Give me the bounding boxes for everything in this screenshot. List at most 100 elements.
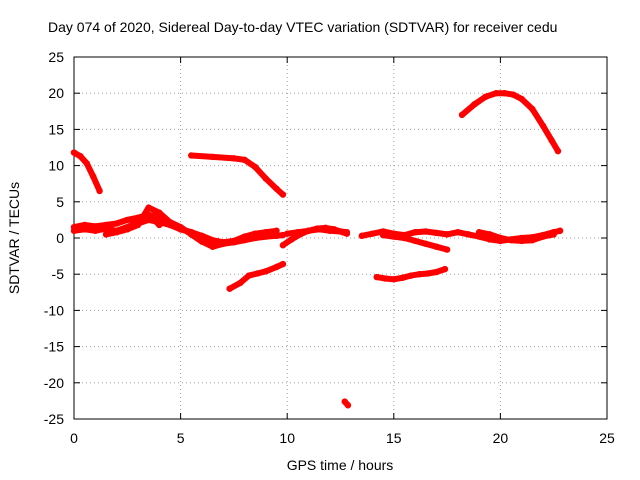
data-point [315,226,323,233]
y-tick-label: -5 [52,266,65,282]
y-tick-label: -25 [44,411,64,427]
x-axis-label: GPS time / hours [287,457,394,473]
data-point [379,231,387,239]
data-point [245,272,253,279]
data-point [507,236,515,244]
data-point [373,273,380,281]
data-point [77,152,84,160]
data-point [486,231,493,238]
data-point [273,185,280,192]
data-point [147,213,154,220]
data-point [390,233,397,240]
data-point [284,230,291,237]
data-point [241,156,248,164]
data-point [539,122,547,129]
data-point [343,229,351,236]
data-point [433,268,440,276]
data-point [230,237,238,245]
data-point [369,230,376,237]
data-point [92,227,99,234]
y-tick-label: 5 [56,194,64,210]
data-point [113,227,120,234]
data-point [209,243,216,250]
data-point [226,285,233,292]
data-point [399,274,406,282]
data-point [548,137,555,144]
data-point [83,160,90,167]
data-point [262,229,270,236]
data-point [156,209,163,216]
chart-title: Day 074 of 2020, Sidereal Day-to-day VTE… [48,19,557,35]
data-point [209,236,216,244]
data-point [471,100,479,108]
data-point [518,95,525,103]
data-point [529,105,536,113]
y-tick-label: -10 [44,302,64,318]
x-tick-label: 5 [177,430,185,446]
data-point [156,221,163,229]
data-point [344,402,352,409]
x-tick-label: 0 [70,430,78,446]
data-point [279,260,287,268]
data-point [422,240,429,247]
data-point [509,91,517,98]
data-point [443,231,451,238]
y-tick-label: 10 [48,158,64,174]
data-point [252,163,259,171]
data-series [70,90,564,409]
y-axis-label: SDTVAR / TECUs [6,182,22,294]
data-point [254,270,261,277]
data-point [422,228,429,235]
data-point [141,214,148,221]
data-point [554,147,562,155]
data-point [102,231,110,238]
data-point [96,187,103,195]
data-point [262,268,270,275]
y-tick-label: 25 [48,49,64,65]
data-point [145,204,152,211]
data-point [198,238,206,245]
data-point [454,229,461,236]
data-point [411,229,419,236]
data-point [424,270,432,277]
series-arc-a [71,149,103,194]
data-point [518,237,525,245]
y-tick-label: -20 [44,375,64,391]
data-point [358,232,366,240]
data-point [539,233,547,240]
data-point [177,223,184,231]
data-point [220,240,227,247]
data-point [279,191,287,198]
data-point [326,227,334,234]
data-point [102,225,110,232]
data-point [407,272,415,279]
x-tick-label: 15 [386,430,402,446]
data-point [443,246,451,253]
data-point [166,218,174,226]
data-point [294,229,302,236]
data-point [501,90,508,97]
x-tick-label: 20 [493,430,509,446]
data-point [124,216,131,224]
y-tick-label: 20 [48,85,64,101]
y-tick-label: 15 [48,121,64,137]
data-point [556,227,564,234]
data-point [305,227,312,234]
data-point [237,279,244,287]
data-point [124,223,131,231]
data-point [279,242,287,249]
data-point [209,153,216,161]
data-point [550,231,557,238]
data-point [288,236,295,243]
data-point [134,218,142,226]
data-point [401,234,408,242]
data-point [89,173,97,180]
data-point [273,227,280,234]
data-point [273,232,280,240]
data-point [492,90,500,97]
data-point [433,229,440,237]
data-point [241,233,248,240]
data-point [458,111,466,119]
data-point [188,152,195,159]
data-point [416,271,423,278]
